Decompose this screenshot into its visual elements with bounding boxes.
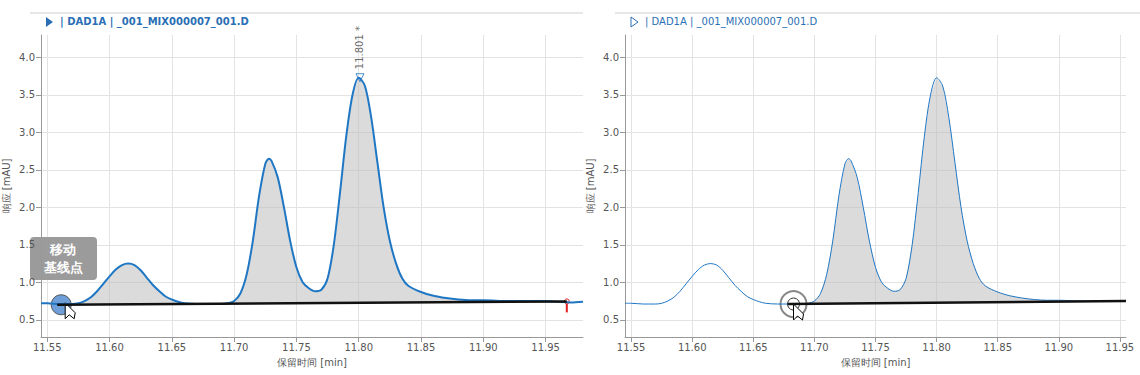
svg-text:11.60: 11.60 [678, 342, 707, 353]
svg-text:2.5: 2.5 [603, 164, 619, 175]
svg-text:11.75: 11.75 [282, 342, 311, 353]
svg-text:2.0: 2.0 [603, 202, 619, 213]
svg-text:11.85: 11.85 [407, 342, 436, 353]
svg-text:2.0: 2.0 [19, 202, 35, 213]
svg-text:2.5: 2.5 [19, 164, 35, 175]
svg-text:11.80: 11.80 [922, 342, 951, 353]
svg-text:3.5: 3.5 [19, 89, 35, 100]
svg-text:移动: 移动 [49, 242, 76, 257]
svg-text:11.65: 11.65 [739, 342, 768, 353]
svg-text:11.60: 11.60 [95, 342, 124, 353]
svg-text:11.90: 11.90 [469, 342, 498, 353]
svg-text:11.90: 11.90 [1044, 342, 1073, 353]
svg-text:基线点: 基线点 [43, 260, 83, 275]
svg-text:4.0: 4.0 [603, 52, 619, 63]
svg-text:响应 [mAU]: 响应 [mAU] [1, 158, 12, 213]
svg-text:| DAD1A | _001_MIX000007_001.D: | DAD1A | _001_MIX000007_001.D [60, 16, 249, 28]
svg-text:11.65: 11.65 [158, 342, 187, 353]
svg-text:11.70: 11.70 [800, 342, 829, 353]
svg-text:响应 [mAU]: 响应 [mAU] [585, 158, 596, 213]
svg-text:4.0: 4.0 [19, 52, 35, 63]
svg-text:11.85: 11.85 [983, 342, 1012, 353]
svg-text:1.5: 1.5 [603, 239, 619, 250]
svg-text:11.801 *: 11.801 * [354, 26, 365, 69]
svg-text:0.5: 0.5 [603, 314, 619, 325]
svg-text:0.5: 0.5 [19, 314, 35, 325]
svg-text:3.5: 3.5 [603, 89, 619, 100]
svg-text:1.0: 1.0 [19, 277, 35, 288]
svg-text:11.80: 11.80 [344, 342, 373, 353]
svg-text:3.0: 3.0 [603, 127, 619, 138]
svg-text:11.70: 11.70 [220, 342, 249, 353]
svg-text:11.95: 11.95 [1106, 342, 1135, 353]
svg-text:1.0: 1.0 [603, 277, 619, 288]
svg-text:1.5: 1.5 [19, 239, 35, 250]
svg-text:3.0: 3.0 [19, 127, 35, 138]
svg-text:11.55: 11.55 [33, 342, 62, 353]
svg-text:11.95: 11.95 [531, 342, 560, 353]
svg-text:11.75: 11.75 [861, 342, 890, 353]
svg-text:保留时间 [min]: 保留时间 [min] [841, 357, 911, 368]
svg-text:保留时间 [min]: 保留时间 [min] [277, 357, 347, 368]
svg-text:11.55: 11.55 [617, 342, 646, 353]
svg-text:| DAD1A | _001_MIX000007_001.D: | DAD1A | _001_MIX000007_001.D [645, 16, 817, 28]
